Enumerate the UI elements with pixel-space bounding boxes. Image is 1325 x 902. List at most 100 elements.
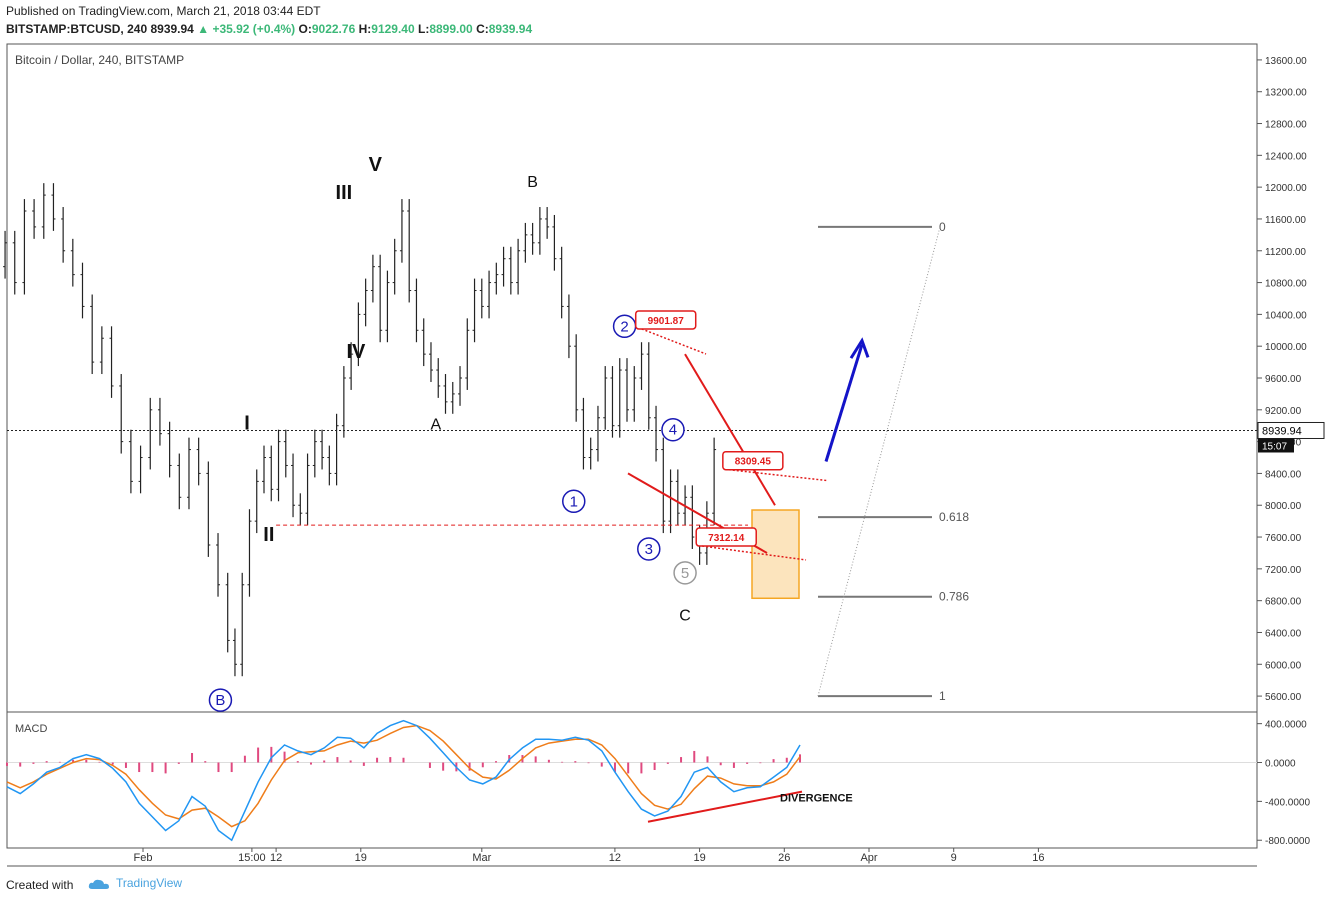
circled-wave-label: 1 [570, 493, 578, 510]
wedge-upper-line [684, 353, 776, 506]
wave-label: B [527, 174, 538, 191]
price-tag-box [634, 310, 697, 330]
macd-y-tick-label: -400.0000 [1265, 797, 1310, 808]
circled-wave-label: B [215, 692, 225, 709]
last-price: 8939.94 [150, 22, 194, 36]
x-tick-label: Mar [472, 852, 491, 864]
countdown-label: 15:07 [1262, 441, 1287, 452]
price-tag-box [722, 450, 784, 471]
high-label: H: [358, 22, 372, 36]
macd-title: MACD [15, 723, 47, 735]
y-tick-label: 12800.00 [1265, 120, 1307, 131]
y-tick-label: 13600.00 [1265, 56, 1307, 67]
x-tick-label: 26 [778, 852, 790, 864]
symbol-label: BITSTAMP:BTCUSD, 240 [6, 22, 148, 36]
blue-arrow-line [824, 344, 864, 462]
y-tick-label: 11200.00 [1265, 247, 1306, 258]
price-tag-label: 8309.45 [735, 457, 772, 468]
circled-wave-label: 2 [620, 318, 628, 335]
circled-wave-marker [637, 537, 661, 561]
x-tick-label: 19 [355, 852, 367, 864]
macd-y-tick-label: -800.0000 [1265, 836, 1310, 847]
y-tick-label: 8400.00 [1265, 469, 1302, 480]
close-label: C: [476, 22, 489, 36]
wave-label: IV [347, 341, 367, 363]
y-tick-label: 7200.00 [1265, 565, 1302, 576]
y-tick-label: 9600.00 [1265, 374, 1302, 385]
circled-wave-label: 5 [681, 565, 689, 582]
tag-pointer [702, 545, 807, 561]
y-tick-label: 6000.00 [1265, 660, 1302, 671]
published-line: Published on TradingView.com, March 21, … [6, 4, 321, 18]
tag-pointer [641, 328, 707, 355]
x-tick-label: Feb [134, 852, 153, 864]
chart-header: Published on TradingView.com, March 21, … [0, 0, 1325, 44]
low-value: 8899.00 [429, 22, 473, 36]
blue-arrow-head [849, 337, 870, 359]
circled-wave-marker [673, 561, 697, 585]
fib-trend-line [817, 226, 941, 697]
chart-canvas[interactable]: 5600.00 6000.00 6400.00 6800.00 7200.00 7600.… [0, 0, 1325, 868]
divergence-label: DIVERGENCE [780, 792, 853, 804]
y-tick-label: 9200.00 [1265, 406, 1302, 417]
open-label: O: [298, 22, 312, 36]
change-value: +35.92 (+0.4%) [212, 22, 296, 36]
high-value: 9129.40 [371, 22, 415, 36]
signal-line [6, 724, 801, 828]
circled-wave-marker [661, 417, 685, 442]
fib-level-label: 0.786 [939, 590, 969, 604]
ohlc-line: BITSTAMP:BTCUSD, 240 8939.94 ▲ +35.92 (+… [6, 22, 532, 36]
tag-pointer [728, 468, 829, 482]
y-tick-label: 7600.00 [1265, 533, 1302, 544]
footer: Created with TradingView [0, 868, 1325, 902]
current-price-label: 8939.94 [1262, 425, 1302, 437]
x-tick-label: 15:00 [238, 852, 266, 864]
y-tick-label: 5600.00 [1265, 692, 1302, 703]
y-tick-label: 10800.00 [1265, 279, 1307, 290]
macd-y-tick-label: 0.0000 [1265, 759, 1296, 770]
open-value: 9022.76 [311, 22, 356, 36]
x-tick-label: 12 [270, 852, 282, 864]
x-tick-label: 9 [951, 852, 957, 864]
circled-wave-marker [562, 489, 586, 514]
tradingview-logo[interactable]: TradingView [88, 876, 208, 894]
fib-level-label: 0 [939, 220, 946, 234]
wave-label: II [263, 524, 274, 546]
price-tag-label: 7312.14 [708, 533, 745, 544]
macd-line [6, 719, 801, 842]
fib-level-label: 1 [939, 689, 946, 703]
circled-wave-label: 3 [645, 541, 653, 558]
y-tick-label: 6400.00 [1265, 628, 1302, 639]
y-tick-label: 8000.00 [1265, 501, 1302, 512]
y-tick-label: 10000.00 [1265, 342, 1307, 353]
chart-title: Bitcoin / Dollar, 240, BITSTAMP [15, 53, 184, 67]
x-tick-label: 16 [1032, 852, 1044, 864]
circled-wave-marker [208, 688, 233, 712]
divergence-line [647, 790, 803, 823]
wave-label: V [369, 154, 383, 176]
x-tick-label: 12 [609, 852, 621, 864]
plot-frame [6, 43, 1258, 849]
x-tick-label: 19 [693, 852, 705, 864]
price-tag-box [695, 527, 757, 547]
fib-level-label: 0.618 [939, 510, 969, 524]
wave-label: A [430, 417, 441, 434]
wave-label: C [679, 608, 691, 625]
wave-label: I [244, 413, 250, 435]
y-tick-label: 6800.00 [1265, 597, 1302, 608]
y-tick-label: 13200.00 [1265, 88, 1307, 99]
created-with-label: Created with [6, 878, 74, 892]
wave-label: III [336, 182, 353, 204]
macd-y-tick-label: 400.0000 [1265, 720, 1307, 731]
y-tick-label: 12000.00 [1265, 183, 1307, 194]
cloud-icon [88, 879, 109, 889]
countdown-box [1258, 438, 1294, 453]
up-arrow-icon: ▲ [197, 22, 210, 36]
target-zone [751, 509, 800, 600]
y-tick-label: 12400.00 [1265, 151, 1307, 162]
brand-label: TradingView [116, 876, 183, 890]
low-label: L: [418, 22, 430, 36]
y-tick-label: 10400.00 [1265, 310, 1307, 321]
circled-wave-label: 4 [669, 422, 677, 439]
y-tick-label: 11600.00 [1265, 215, 1306, 226]
